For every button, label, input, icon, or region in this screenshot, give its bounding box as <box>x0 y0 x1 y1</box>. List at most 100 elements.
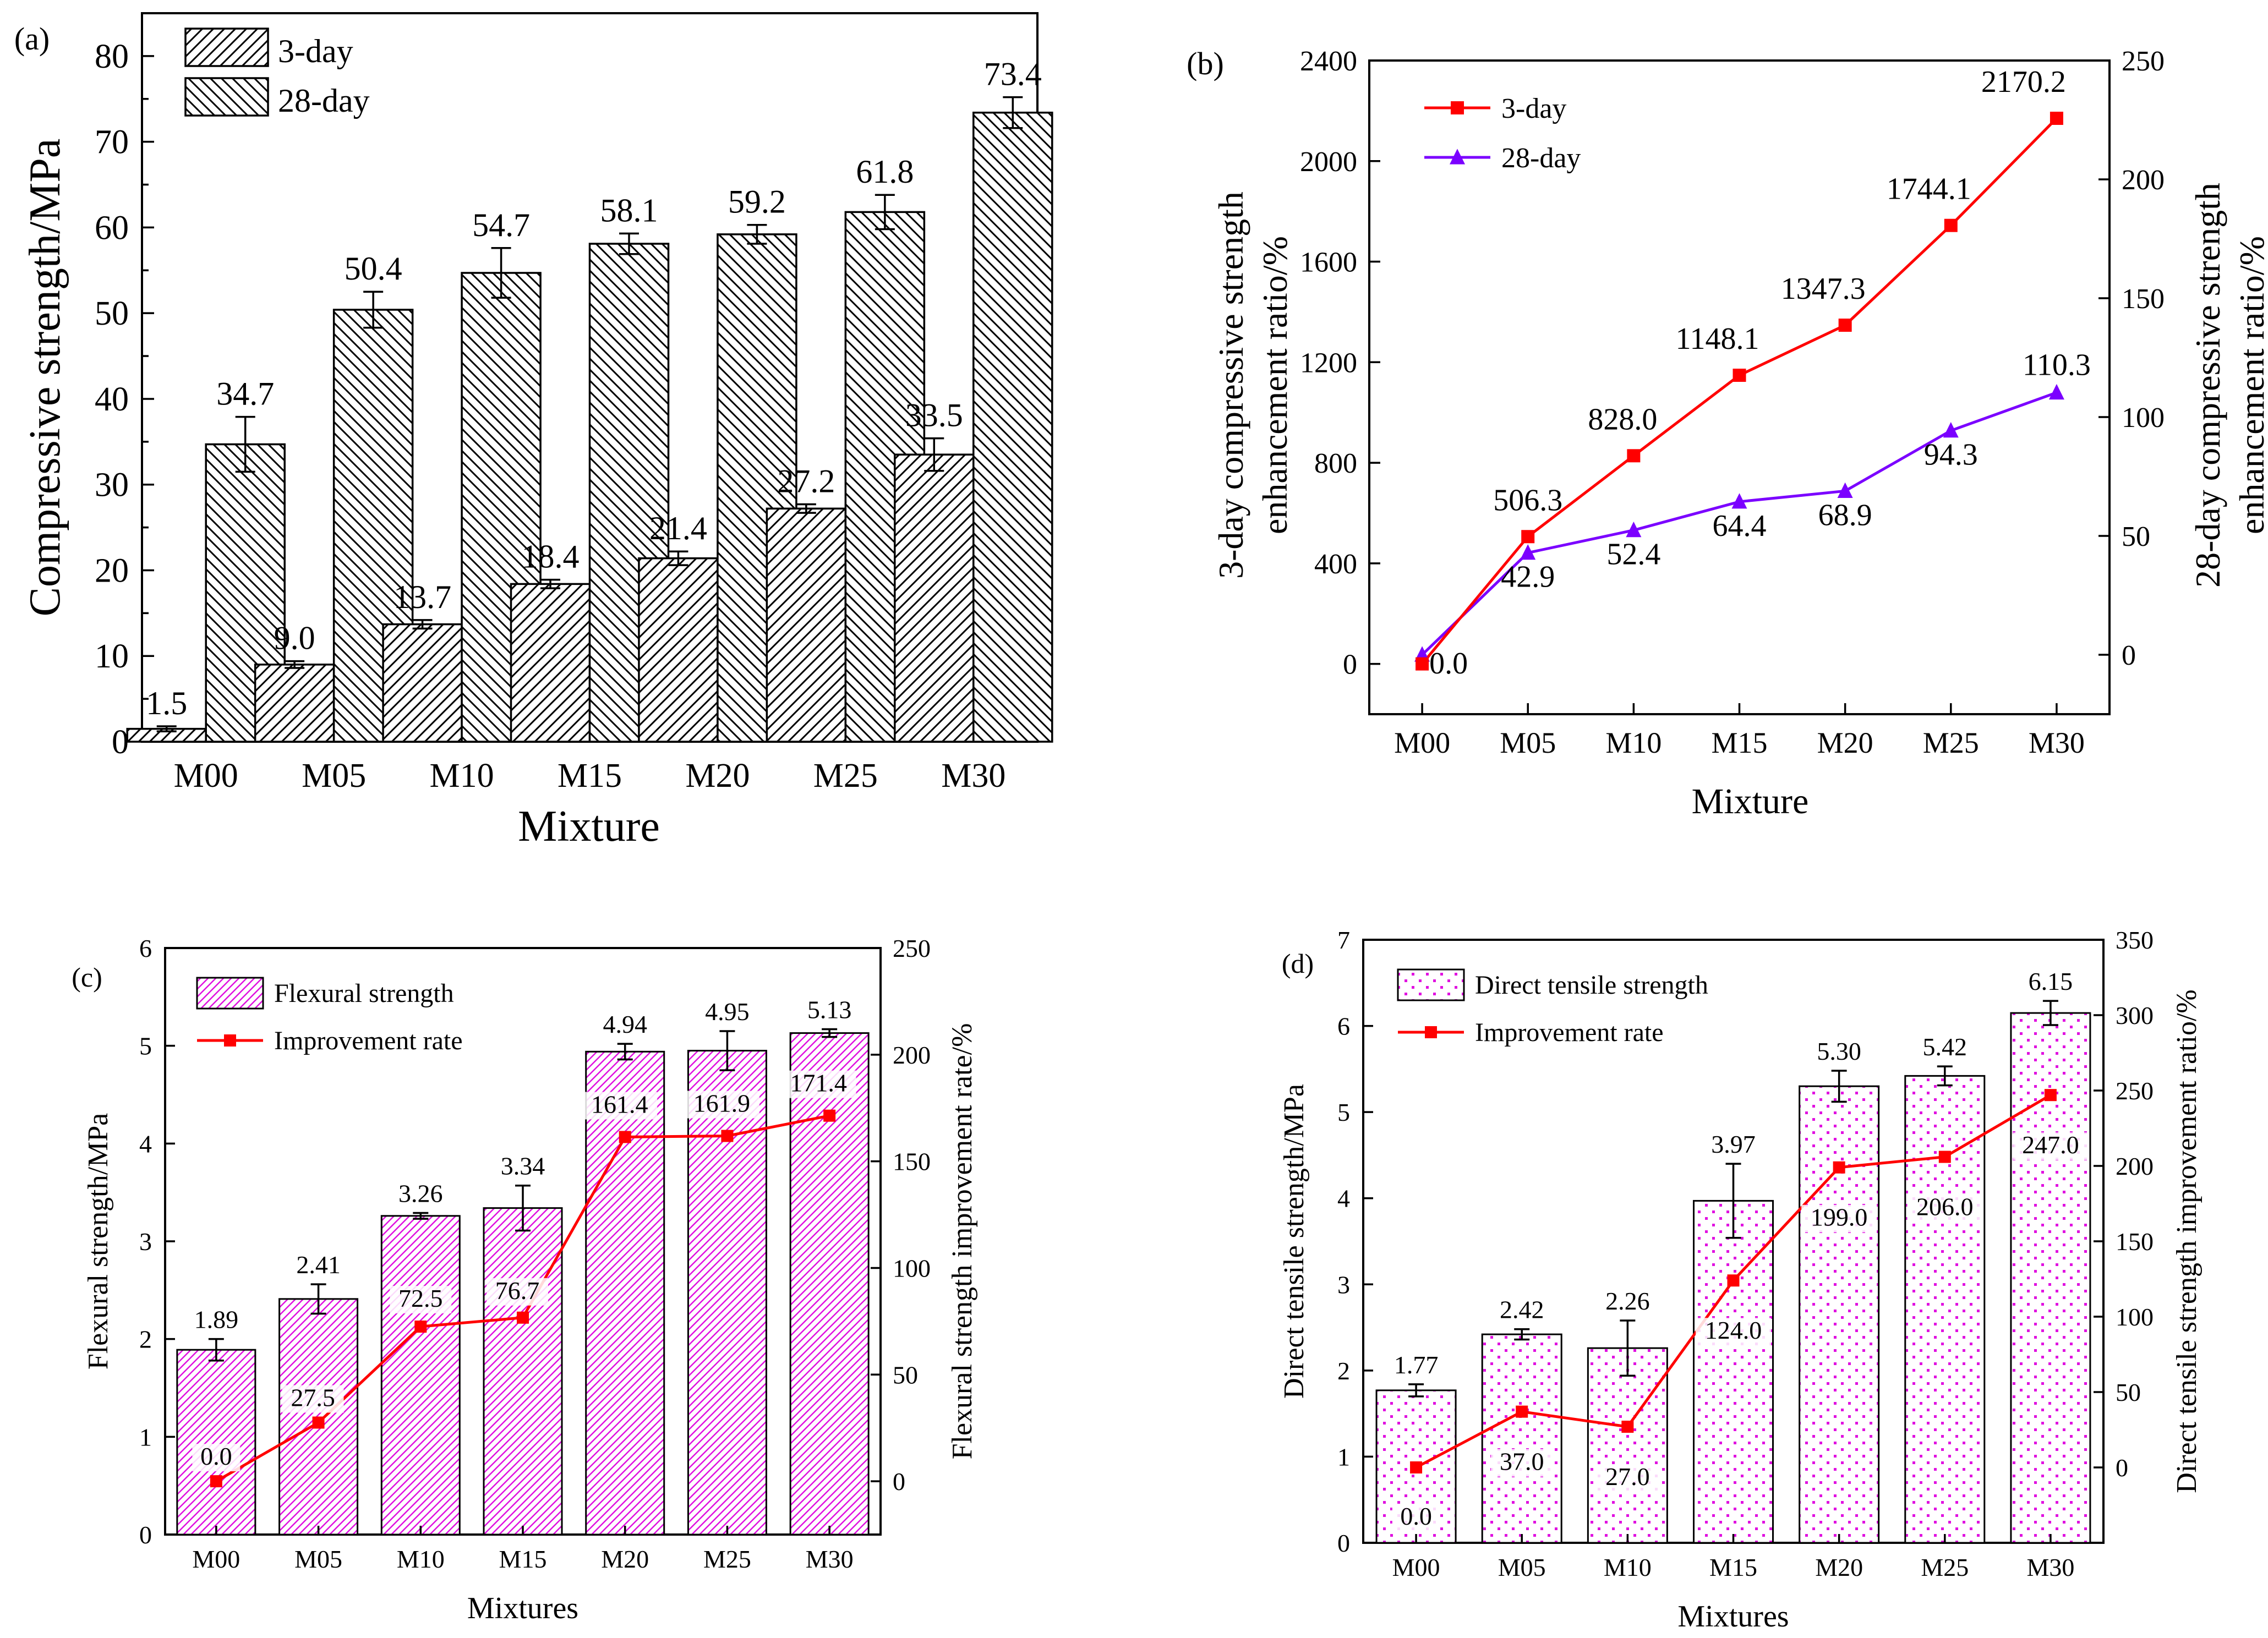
y-right-axis-title: Flexural strength improvement rate/% <box>947 1023 978 1460</box>
legend-label-bar: Direct tensile strength <box>1475 971 1708 1000</box>
data-label-28day: 94.3 <box>1924 438 1978 472</box>
bar-3day <box>766 507 847 743</box>
x-tick-label: M30 <box>806 1545 854 1573</box>
x-tick-label: M00 <box>1392 1553 1440 1581</box>
x-axis-title: Mixture <box>1692 781 1809 821</box>
improvement-marker <box>1516 1405 1528 1418</box>
x-tick-label: M30 <box>941 757 1005 795</box>
marker-3day <box>1521 530 1535 544</box>
bar-value-label: 2.26 <box>1605 1287 1650 1315</box>
line-label-bg <box>684 1091 759 1119</box>
y-left-tick-label: 4 <box>1337 1185 1350 1213</box>
improvement-marker <box>823 1109 836 1122</box>
data-label-28day: 50.4 <box>345 250 402 287</box>
data-label-3day: 1.5 <box>146 685 187 721</box>
improvement-label: 0.0 <box>1400 1502 1432 1530</box>
y-left-tick-label: 7 <box>1337 926 1350 954</box>
improvement-label: 161.4 <box>591 1090 648 1118</box>
legend-swatch-bar <box>1397 968 1465 1001</box>
y-left-tick-label: 2400 <box>1300 46 1357 77</box>
y-left-tick-label: 2 <box>139 1325 152 1354</box>
x-tick-label: M30 <box>2026 1553 2074 1581</box>
y-right-tick-label: 0 <box>2116 1454 2128 1482</box>
improvement-marker <box>1833 1161 1845 1174</box>
bar-value-label: 2.42 <box>1500 1296 1544 1324</box>
data-label-28day: 54.7 <box>472 207 530 243</box>
y-right-tick-label: 150 <box>893 1148 931 1176</box>
legend-label-28day: 28-day <box>1501 143 1581 174</box>
y-right-tick-label: 200 <box>893 1041 931 1069</box>
bar <box>380 1215 461 1536</box>
y-left-tick-label: 0 <box>1337 1529 1350 1557</box>
y-left-tick-label: 5 <box>139 1032 152 1060</box>
x-tick-label: M25 <box>703 1545 751 1573</box>
panel-c-flexural-strength: (c) 0 1 2 3 4 5 6 0 50 100 150 200 250 1.89 M00 2.41 M05 3… <box>72 934 978 1625</box>
x-tick-label: M15 <box>1711 726 1767 759</box>
y-right-tick-label: 250 <box>2122 46 2165 77</box>
bar-28day <box>972 111 1053 743</box>
y-right-tick-label: 100 <box>2116 1303 2154 1331</box>
panel-label: (c) <box>72 962 102 993</box>
bar-value-label: 1.77 <box>1394 1351 1439 1379</box>
y-left-tick-label: 1 <box>1337 1443 1350 1471</box>
bar-value-label: 3.97 <box>1711 1130 1756 1158</box>
y-left-axis-title: Flexural strength/MPa <box>83 1113 114 1370</box>
bar-value-label: 1.89 <box>194 1306 239 1334</box>
marker-28day <box>1837 482 1853 498</box>
y-right-tick-label: 0 <box>2122 640 2136 671</box>
x-tick-label: M10 <box>430 757 494 795</box>
marker-3day <box>1627 449 1641 463</box>
line-label-bg <box>582 1092 658 1120</box>
improvement-label: 27.5 <box>291 1383 335 1411</box>
data-label-3day: 1347.3 <box>1781 272 1866 306</box>
improvement-label: 161.9 <box>693 1089 751 1117</box>
x-tick-label: M30 <box>2029 726 2085 759</box>
y-right-tick-label: 200 <box>2122 165 2165 196</box>
legend-swatch-28day <box>184 77 269 117</box>
bar <box>1481 1333 1562 1544</box>
line-label-bg <box>780 1070 856 1098</box>
y-right-tick-label: 100 <box>2122 402 2165 434</box>
bar-3day <box>254 664 335 743</box>
y-right-tick-label: 350 <box>2116 926 2154 954</box>
y-left-tick-label: 800 <box>1314 448 1357 479</box>
y-right-tick-label: 150 <box>2122 283 2165 315</box>
marker-3day <box>1838 319 1852 332</box>
improvement-marker <box>517 1311 529 1324</box>
marker-28day <box>1626 522 1642 538</box>
bar-3day <box>894 453 975 743</box>
legend-label-line: Improvement rate <box>274 1026 463 1055</box>
improvement-marker <box>414 1321 427 1333</box>
y-left-tick-label: 4 <box>139 1130 152 1158</box>
data-label-3day: 21.4 <box>649 510 707 546</box>
marker-28day <box>1731 493 1747 509</box>
x-tick-label: M15 <box>1709 1553 1757 1581</box>
bar-value-label: 5.30 <box>1817 1037 1861 1065</box>
legend-marker <box>1425 1026 1437 1038</box>
line-label-bg <box>282 1385 344 1413</box>
data-label-28day: 61.8 <box>856 154 914 190</box>
bar-value-label: 3.26 <box>398 1179 443 1207</box>
x-tick-label: M05 <box>294 1545 342 1573</box>
improvement-label: 27.0 <box>1605 1462 1650 1491</box>
data-label-3day: 18.4 <box>522 539 580 575</box>
data-label-28day: 59.2 <box>728 184 786 220</box>
line-label-bg <box>487 1278 548 1306</box>
bar <box>585 1050 665 1536</box>
x-tick-label: M25 <box>1923 726 1979 759</box>
improvement-label: 72.5 <box>398 1284 443 1312</box>
line-label-bg <box>390 1286 452 1314</box>
improvement-label: 199.0 <box>1811 1203 1868 1231</box>
data-label-28day: 34.7 <box>216 376 274 412</box>
x-tick-label: M25 <box>1921 1553 1969 1581</box>
improvement-label: 171.4 <box>790 1069 847 1097</box>
x-tick-label: M10 <box>1605 726 1662 759</box>
bar-3day <box>382 623 463 743</box>
y-right-axis-title: Direct tensile strength improvement rati… <box>2171 989 2203 1493</box>
legend-label-bar: Flexural strength <box>274 979 454 1008</box>
data-label-28day: 58.1 <box>600 192 658 228</box>
line-label-bg <box>2013 1132 2089 1160</box>
legend-swatch-3day <box>184 28 269 67</box>
data-label-3day: 2170.2 <box>1981 65 2066 99</box>
data-label-3day: 33.5 <box>905 397 963 434</box>
